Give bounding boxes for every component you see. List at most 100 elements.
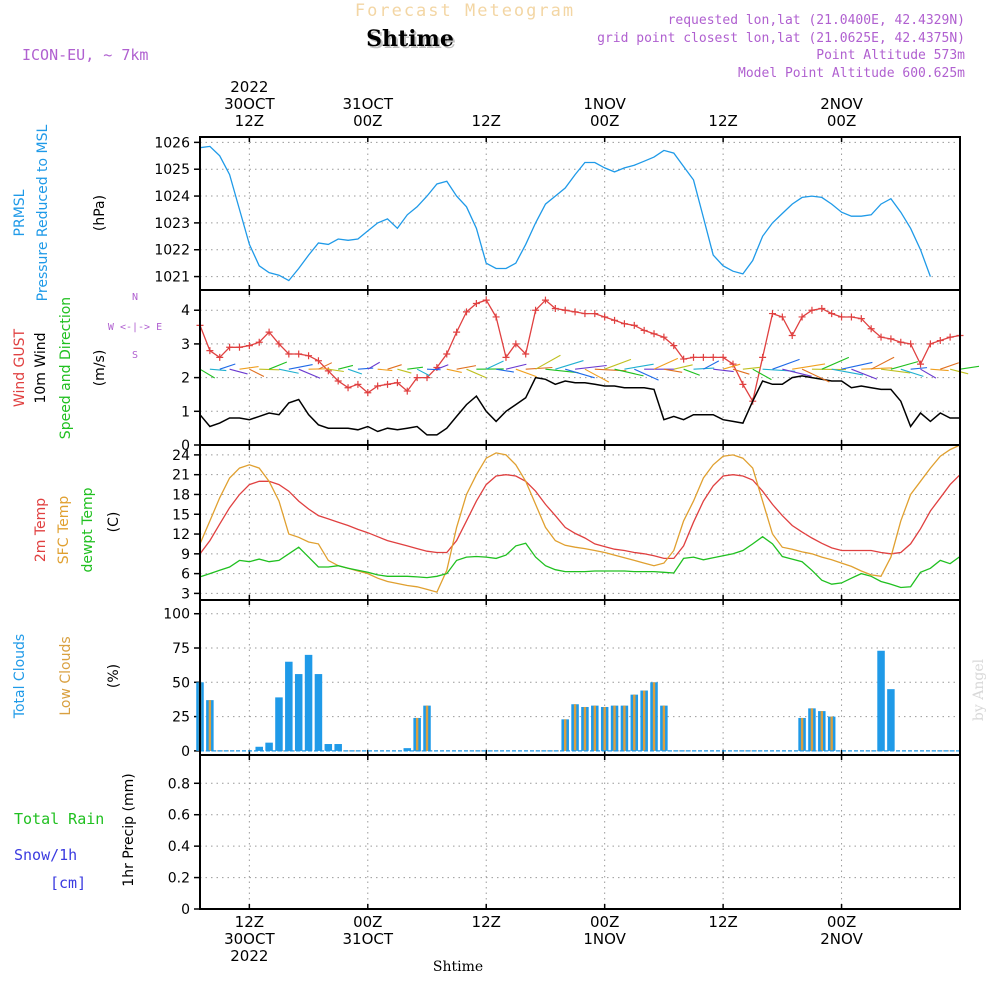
low-cloud-bar (564, 719, 567, 751)
wind-arrow (900, 368, 924, 377)
pressure-unit-label: (hPa) (92, 195, 108, 231)
gust-marker (334, 377, 342, 385)
gust-marker (384, 380, 392, 388)
dewpt-line (199, 535, 961, 589)
y-tick-label: 0.6 (168, 808, 190, 824)
gust-marker (611, 316, 619, 324)
wind-arrow (792, 363, 826, 370)
gust-marker (778, 313, 786, 321)
y-tick-label: 18 (172, 487, 190, 503)
total-cloud-bar (285, 661, 293, 751)
bottom-time-label: 1NOV (583, 930, 626, 948)
wind-arrow (880, 368, 911, 374)
wind-arrow (436, 364, 449, 370)
wind-arrow (515, 368, 537, 378)
y-tick-label: 15 (172, 507, 190, 523)
wind-arrow (861, 367, 893, 370)
gust-marker (541, 296, 549, 304)
bottom-location: Shtime (433, 959, 483, 975)
wind-arrow (890, 361, 919, 370)
gust-marker (719, 353, 727, 361)
wind-arrow (683, 368, 700, 376)
panel-frame (199, 444, 961, 601)
compass-north: N (132, 292, 138, 303)
wind-arrow (416, 368, 430, 377)
gust-marker (887, 335, 895, 343)
top-time-label: 00Z (353, 112, 382, 130)
low-cloud-bar (573, 704, 577, 751)
gust-marker (453, 328, 461, 336)
y-tick-label: 0 (181, 438, 190, 454)
y-tick-label: 25 (172, 710, 190, 726)
wind-arrow (357, 367, 374, 370)
gust-marker (295, 350, 303, 358)
total-cloud-bar (275, 697, 283, 751)
top-time-label: 00Z (590, 112, 619, 130)
gust-marker (354, 380, 362, 388)
wind-unit-label: (m/s) (92, 350, 108, 387)
gust-marker (907, 340, 915, 348)
snow-label: Snow/1h (14, 846, 77, 864)
panel-frame (199, 754, 961, 910)
y-tick-label: 6 (181, 567, 190, 583)
gust-marker (818, 305, 826, 313)
wind-arrow (841, 361, 873, 370)
low-cloud-bar (603, 706, 606, 751)
y-tick-label: 75 (172, 641, 190, 657)
wind-arrow (525, 366, 553, 370)
rain-label: Total Rain (14, 810, 104, 828)
y-tick-label: 4 (181, 303, 190, 319)
compass-south: S (132, 350, 138, 361)
wind-arrow (821, 356, 850, 370)
total-cloud-bar (334, 744, 342, 751)
wind-arrow (555, 360, 584, 370)
low-clouds-label: Low Clouds (58, 636, 74, 715)
dewpt-label: dewpt Temp (80, 487, 96, 572)
low-cloud-bar (593, 705, 596, 751)
top-time-label: 00Z (827, 112, 856, 130)
location-title-shadow: Shtime (368, 28, 456, 54)
gust-marker (255, 338, 263, 346)
gust-marker (847, 313, 855, 321)
bottom-time-label: 00Z (827, 913, 856, 931)
wind-arrow (219, 363, 236, 370)
gust-marker (571, 308, 579, 316)
wind-arrow (249, 368, 265, 378)
y-tick-label: 1025 (154, 162, 190, 178)
wind-arrow (229, 368, 248, 375)
gust-marker (265, 328, 273, 336)
wind-arrow (505, 363, 527, 370)
wind-label: 10m Wind (33, 332, 49, 403)
wind-arrow (604, 358, 632, 370)
total-cloud-bar (304, 654, 313, 751)
bottom-time-label: 2022 (230, 947, 268, 965)
sfc-temp-line (199, 444, 961, 593)
gust-marker (680, 355, 688, 363)
y-tick-label: 1 (181, 404, 190, 420)
gust-marker (403, 387, 411, 395)
total-cloud-bar (265, 742, 273, 751)
gust-marker (867, 325, 875, 333)
gust-marker (828, 310, 836, 318)
gust-marker (492, 313, 500, 321)
wind-arrow (930, 368, 949, 372)
wind-arrow (801, 368, 830, 383)
wind-arrow (742, 366, 761, 370)
gust-marker (374, 382, 382, 390)
gust-marker (413, 374, 421, 382)
y-tick-label: 3 (181, 586, 190, 602)
gust-marker (482, 296, 490, 304)
wind-arrow (209, 368, 227, 372)
wind-arrow (328, 368, 344, 373)
low-cloud-bar (415, 717, 419, 751)
gust-marker (690, 353, 698, 361)
total-cloud-bar (294, 674, 303, 751)
gust-marker (206, 347, 214, 355)
snow-unit-label: [cm] (50, 874, 86, 892)
gust-marker (936, 337, 944, 345)
wind-arrow (722, 363, 741, 370)
wind-arrow (713, 368, 734, 373)
wind-arrow (653, 357, 679, 370)
y-tick-label: 0.2 (168, 871, 190, 887)
total-cloud-bar (314, 674, 323, 751)
